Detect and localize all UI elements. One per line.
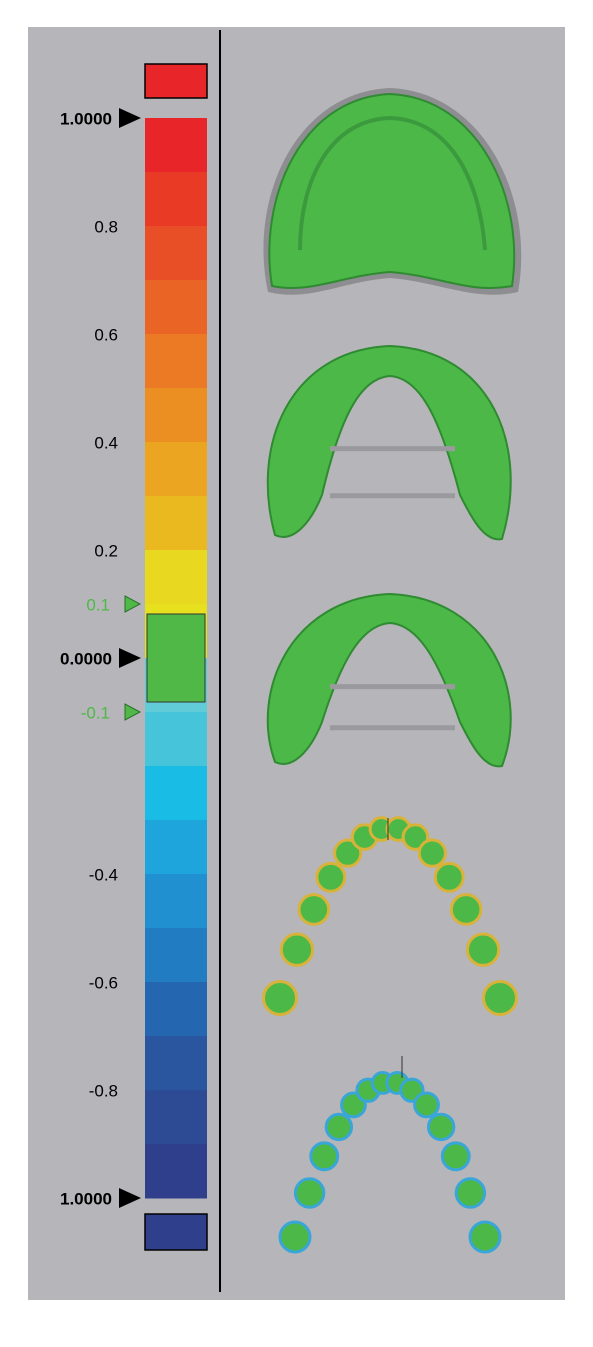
tolerance-marker — [124, 595, 142, 613]
tooth — [278, 1220, 312, 1254]
scale-segment — [145, 1036, 207, 1091]
scale-segment — [145, 226, 207, 281]
tick-label: 1.0000 — [60, 1189, 112, 1208]
tick-label: -0.6 — [89, 973, 118, 992]
scale-segment — [145, 1144, 207, 1199]
scale-segment — [145, 496, 207, 551]
tolerance-label: 0.1 — [86, 595, 110, 614]
tick-label: -0.8 — [89, 1081, 118, 1100]
scan-ridge — [298, 115, 487, 251]
tick-label: 0.6 — [94, 325, 118, 344]
tooth — [468, 1220, 502, 1254]
scan-arch — [266, 344, 512, 541]
scan-palate — [268, 92, 516, 290]
tooth — [315, 861, 347, 893]
scale-segment — [145, 766, 207, 821]
scans — [262, 88, 522, 1254]
tooth — [440, 1141, 471, 1172]
scale-segment — [145, 118, 207, 173]
tick-label: 0.8 — [94, 217, 118, 236]
tooth — [417, 838, 447, 868]
scale-segment — [145, 982, 207, 1037]
tolerance-label: -0.1 — [81, 703, 110, 722]
tooth — [262, 980, 298, 1016]
tick-label: -0.4 — [89, 865, 118, 884]
tooth — [433, 861, 465, 893]
tooth — [297, 893, 331, 926]
tooth — [293, 1177, 326, 1209]
tolerance-band — [146, 613, 206, 703]
tooth — [279, 932, 315, 967]
tooth — [449, 893, 483, 926]
scale-segment — [145, 712, 207, 767]
under-color-box — [144, 1213, 208, 1251]
scale-segment — [145, 550, 207, 605]
tick-label: 0.2 — [94, 541, 118, 560]
tooth — [333, 838, 363, 868]
tolerance-marker — [124, 703, 142, 721]
scale-segment — [145, 1090, 207, 1145]
tooth — [454, 1177, 487, 1209]
tooth — [482, 980, 518, 1016]
tooth — [413, 1091, 440, 1119]
scale-segment — [145, 820, 207, 875]
tick-marker — [119, 648, 141, 668]
tooth — [465, 932, 501, 967]
tick-marker — [119, 108, 141, 128]
scale-segment — [145, 874, 207, 929]
tooth — [309, 1141, 340, 1172]
scale-segment — [145, 442, 207, 497]
scale-segment — [145, 334, 207, 389]
tick-marker — [119, 1188, 141, 1208]
over-color-box — [144, 63, 208, 99]
tick-label: 0.0000 — [60, 649, 112, 668]
scale-segment — [145, 172, 207, 227]
scale-segment — [145, 280, 207, 335]
tick-label: 0.4 — [94, 433, 118, 452]
tooth — [426, 1112, 456, 1142]
scale-segment — [145, 388, 207, 443]
scale-segment — [145, 928, 207, 983]
tooth — [324, 1112, 354, 1142]
tooth — [401, 823, 430, 851]
tick-label: 1.0000 — [60, 109, 112, 128]
